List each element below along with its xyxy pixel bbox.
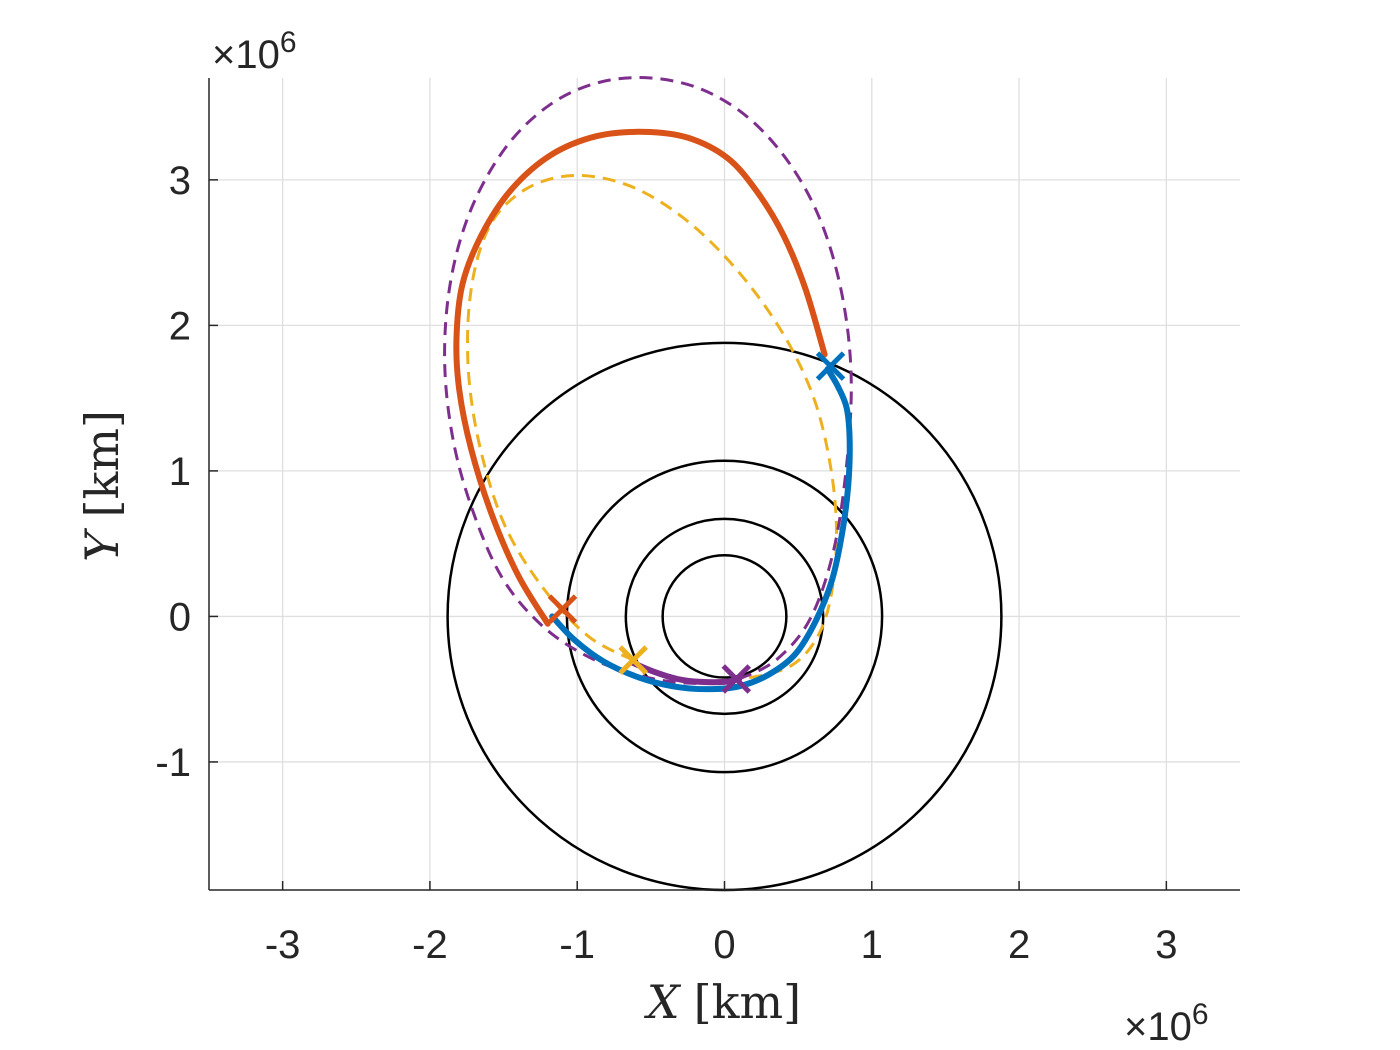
x-tick-label: -3 [265,923,301,967]
circle-r0.42 [661,554,788,679]
x-tick-label: 2 [1008,923,1030,967]
x-tick-label: -2 [412,923,448,967]
blue-departure-arc [549,366,853,693]
y-tick-label: 3 [169,159,191,203]
x-tick-labels: -3 -2 -1 0 1 2 3 [265,923,1178,967]
orange-transfer-arc [453,128,828,627]
orange-x-marker [547,594,578,624]
blue-x-marker [815,351,846,381]
yellow-dashed-orbit [466,173,839,681]
y-axis-label: Y[km] [75,410,129,562]
x-tick-label: 0 [713,923,735,967]
x-markers [547,351,846,694]
y-tick-label: -1 [155,741,191,785]
x-tick-label: 3 [1155,923,1177,967]
x-axis-label: X [km] [644,975,801,1029]
y-tick-label: 2 [169,304,191,348]
x-exponent-label: ×106 [1124,998,1209,1049]
orbit-series [443,76,853,693]
yellow-x-marker [618,645,648,675]
y-tick-labels: -1 0 1 2 3 [155,159,191,785]
purple-short-arc [630,659,743,686]
grid-lines [209,78,1240,890]
axes [208,78,1240,891]
x-tick-label: -1 [559,923,595,967]
purple-x-marker [721,664,752,694]
circle-r0.67 [624,517,825,716]
y-tick-label: 1 [169,450,191,494]
y-tick-label: 0 [169,595,191,639]
y-exponent-label: ×106 [212,26,297,77]
purple-dashed-orbit [443,76,853,685]
x-tick-label: 1 [861,923,883,967]
